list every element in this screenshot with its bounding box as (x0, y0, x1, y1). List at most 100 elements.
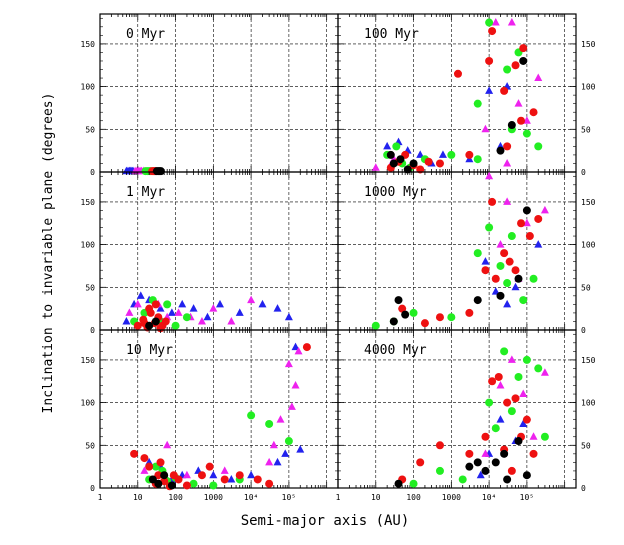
data-point-blue (291, 342, 300, 351)
data-point-green (247, 411, 256, 420)
data-point-red (145, 304, 154, 313)
y-tick-label: 150 (581, 356, 596, 365)
data-point-red (205, 462, 214, 471)
data-point-magenta (522, 218, 531, 227)
data-point-red (151, 300, 160, 309)
data-point-green (371, 321, 380, 330)
panel-title: 1000 Myr (364, 185, 427, 200)
data-point-black (496, 146, 505, 155)
y-tick-label: 150 (81, 356, 96, 365)
data-point-blue (476, 470, 485, 479)
data-point-red (488, 27, 497, 36)
data-point-red (182, 481, 191, 490)
data-point-red (220, 475, 229, 484)
y-tick-label: 0 (581, 326, 586, 335)
y-tick-label: 0 (90, 326, 95, 335)
data-point-green (447, 150, 456, 159)
data-point-magenta (291, 381, 300, 389)
data-point-blue (519, 419, 528, 427)
x-tick-label: 1000 (442, 493, 461, 502)
data-point-black (465, 462, 474, 471)
data-point-red (253, 475, 262, 484)
panel-10-myr: 10 Myr (99, 329, 339, 491)
data-point-blue (189, 304, 198, 312)
data-point-green (540, 432, 549, 441)
data-point-magenta (220, 466, 229, 474)
data-point-green (500, 347, 509, 356)
x-tick-label: 10⁴ (482, 493, 496, 502)
data-point-black (145, 321, 154, 330)
data-point-black (500, 449, 509, 458)
data-point-red (424, 157, 433, 166)
data-point-green (163, 300, 172, 309)
data-point-red (517, 116, 526, 125)
data-point-green (473, 249, 482, 258)
data-point-green (496, 261, 505, 270)
data-point-red (519, 44, 528, 53)
data-point-red (435, 313, 444, 322)
data-point-black (491, 458, 500, 467)
data-point-red (511, 394, 520, 403)
y-tick-label: 50 (85, 283, 95, 292)
data-point-blue (485, 86, 494, 94)
data-point-magenta (294, 346, 303, 355)
data-point-green (519, 296, 528, 305)
data-point-red (505, 257, 514, 266)
data-point-black (473, 296, 482, 305)
x-tick-label: 10 (133, 493, 143, 502)
data-point-black (473, 458, 482, 467)
data-point-blue (281, 449, 290, 457)
data-point-black (514, 437, 523, 446)
y-tick-label: 50 (85, 441, 95, 450)
data-point-magenta (507, 18, 516, 26)
data-point-black (519, 56, 528, 65)
data-point-red (398, 304, 407, 313)
data-point-blue (136, 291, 145, 299)
data-point-red (174, 475, 183, 484)
data-point-magenta (491, 18, 500, 26)
data-point-black (151, 317, 160, 326)
data-point-black (394, 479, 403, 488)
data-point-black (503, 475, 512, 484)
data-point-green (458, 475, 467, 484)
panel-title: 4000 Myr (364, 343, 427, 358)
data-point-green (265, 419, 274, 428)
data-point-blue (296, 445, 305, 453)
x-tick-label: 10⁴ (244, 493, 258, 502)
data-point-blue (496, 415, 505, 423)
data-point-black (396, 155, 405, 164)
panel-1-myr: 1 Myr (99, 171, 339, 333)
data-point-magenta (485, 171, 494, 180)
data-point-magenta (507, 355, 516, 363)
data-point-red (465, 150, 474, 159)
data-point-magenta (276, 415, 285, 423)
data-point-black (386, 150, 395, 159)
data-point-green (182, 313, 191, 322)
panel-grid: 0 Myr 100 Myr 1 Myr 1000 Myr 10 Myr 4000 Myr (99, 13, 577, 491)
x-tick-label: 10⁵ (282, 493, 296, 502)
data-point-red (465, 449, 474, 458)
data-point-green (409, 479, 418, 488)
data-point-blue (209, 470, 218, 479)
y-tick-label: 100 (81, 83, 96, 92)
data-point-green (507, 407, 516, 416)
x-tick-label: 10 (371, 493, 381, 502)
data-point-blue (235, 308, 244, 316)
data-point-magenta (496, 240, 505, 248)
data-point-green (392, 142, 401, 151)
data-point-black (496, 291, 505, 300)
data-point-black (148, 475, 157, 484)
data-point-green (491, 424, 500, 433)
data-point-green (534, 142, 543, 151)
data-point-blue (178, 299, 187, 308)
data-point-black (167, 481, 176, 490)
data-point-magenta (140, 466, 149, 474)
data-point-red (511, 266, 520, 275)
data-point-red (500, 86, 509, 95)
y-tick-label: 50 (581, 125, 591, 134)
data-point-red (161, 317, 170, 326)
data-point-blue (215, 299, 224, 308)
y-tick-labels: 0 50 100 150 0 50 100 150 0 50 100 150 0 50 100 150 0 50 1… (81, 40, 596, 493)
data-point-red (517, 219, 526, 228)
data-point-magenta (269, 440, 278, 449)
